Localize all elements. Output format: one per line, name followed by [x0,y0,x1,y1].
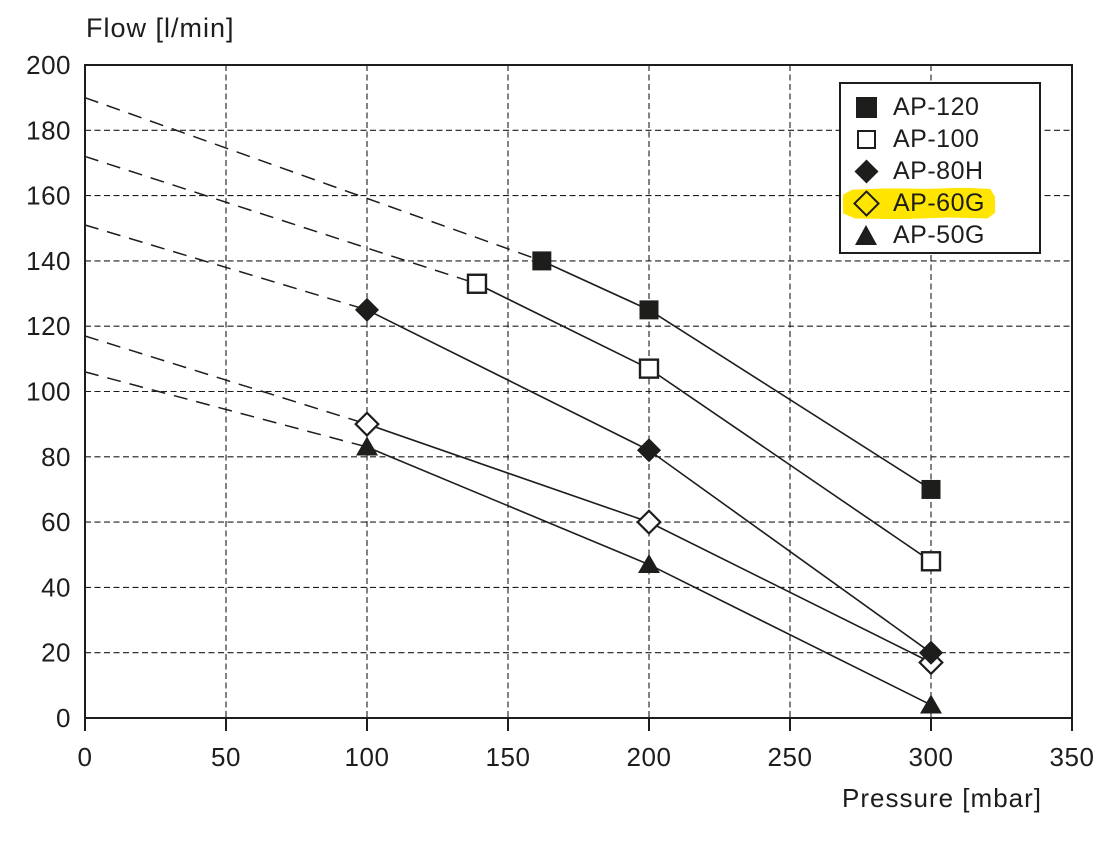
legend-item-ap-100: AP-100 [841,123,1039,155]
x-tick-label: 300 [909,742,954,772]
dashed-extrapolation-line [84,96,543,262]
y-tick-label: 200 [26,50,71,80]
x-tick-label: 0 [78,742,93,772]
x-tick-label: 150 [486,742,531,772]
legend-label: AP-100 [893,124,980,153]
y-tick-label: 160 [26,181,71,211]
x-axis-title: Pressure [mbar] [842,783,1042,813]
y-tick-label: 20 [41,638,71,668]
filled-square-icon [855,96,877,118]
y-tick-label: 100 [26,377,71,407]
y-tick-label: 60 [41,507,71,537]
legend-label: AP-80H [893,156,984,185]
filled-square-marker [921,479,941,499]
x-tick-label: 350 [1050,742,1095,772]
series-line [476,283,932,562]
filled-diamond-icon [853,158,879,184]
filled-triangle-marker [638,554,660,574]
filled-square-marker [639,300,659,320]
legend-label: AP-120 [893,92,980,121]
plot-frame [84,64,1073,719]
y-tick-label: 0 [56,703,71,733]
open-diamond-marker [354,411,380,438]
vertical-gridlines [225,65,932,718]
y-tick-label: 120 [26,311,71,341]
y-axis-title: Flow [l/min] [86,13,235,43]
filled-triangle-icon [855,225,877,245]
y-tick-label: 140 [26,246,71,276]
open-square-marker [920,551,942,572]
open-diamond-icon [852,189,880,217]
filled-diamond-marker [354,297,380,322]
filled-diamond-marker [636,438,662,463]
y-tick-label: 180 [26,115,71,145]
legend-item-ap-50g: AP-50G [841,219,1039,251]
x-tick-label: 250 [768,742,813,772]
legend: AP-120 AP-100 AP-80H AP-60G AP-50G [839,82,1041,254]
dashed-extrapolation-line [84,371,368,448]
series-AP-60G [84,335,932,664]
legend-item-ap-120: AP-120 [841,91,1039,123]
x-tick-label: 100 [345,742,390,772]
legend-label: AP-60G [893,188,985,217]
dashed-extrapolation-line [84,335,368,425]
y-axis-ticks: 0 20 40 60 80 100 120 140 160 180 200 [26,50,71,733]
data-point-markers [354,251,944,714]
y-tick-label: 80 [41,442,71,472]
filled-triangle-marker [356,436,378,456]
dashed-extrapolation-line [84,224,368,311]
series-line [541,260,932,491]
open-square-marker [638,358,660,379]
open-square-icon [856,129,876,149]
filled-square-marker [532,251,552,271]
x-axis-ticks: 0 50 100 150 200 250 300 350 [78,718,1095,772]
x-tick-label: 200 [627,742,672,772]
dashed-extrapolation-line [84,155,478,285]
open-diamond-marker [636,509,662,535]
open-square-marker [466,273,488,294]
y-tick-label: 40 [41,572,71,602]
filled-triangle-marker [920,694,942,714]
legend-item-ap-60g: AP-60G [841,187,1039,219]
x-tick-label: 50 [211,742,241,772]
legend-item-ap-80h: AP-80H [841,155,1039,187]
legend-label: AP-50G [893,220,985,249]
